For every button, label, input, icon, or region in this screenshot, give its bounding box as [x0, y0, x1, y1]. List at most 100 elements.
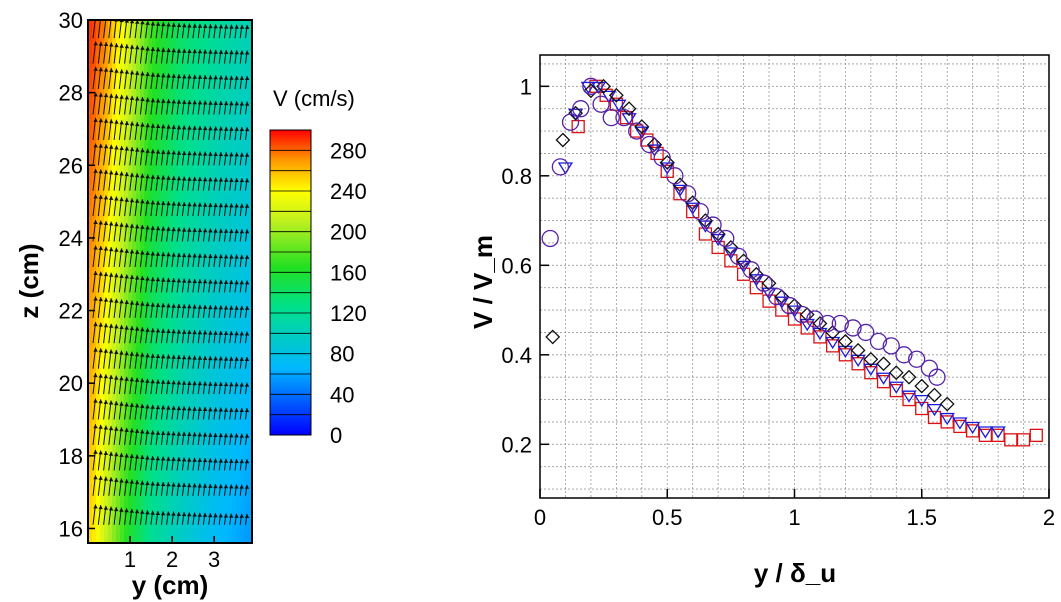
scatter-x-tick-label: 0.5 [652, 505, 683, 530]
heatmap-cell [120, 64, 125, 76]
heatmap-cell [188, 162, 193, 174]
heatmap-cell [132, 85, 137, 97]
contour-y-label: z (cm) [14, 243, 44, 318]
heatmap-cell [120, 183, 125, 195]
heatmap-cell [220, 423, 225, 435]
heatmap-cell [132, 499, 137, 511]
heatmap-cell [172, 85, 177, 97]
heatmap-cell [176, 162, 181, 174]
heatmap-cell [188, 532, 193, 544]
point-square [1030, 429, 1042, 441]
heatmap-cell [160, 140, 165, 152]
heatmap-cell [232, 85, 237, 97]
heatmap-cell [212, 216, 217, 228]
heatmap-cell [136, 489, 141, 501]
heatmap-cell [204, 85, 209, 97]
heatmap-cell [240, 64, 245, 76]
colorbar-title: V (cm/s) [273, 86, 355, 111]
heatmap-cell [136, 314, 141, 326]
heatmap-cell [236, 64, 241, 76]
heatmap-cell [148, 238, 153, 250]
heatmap-cell [244, 238, 249, 250]
heatmap-cell [244, 42, 249, 54]
heatmap-cell [228, 423, 233, 435]
heatmap-cell [184, 478, 189, 490]
heatmap-cell [224, 499, 229, 511]
heatmap-cell [120, 31, 125, 43]
heatmap-cell [156, 140, 161, 152]
heatmap-cell [200, 216, 205, 228]
heatmap-cell [220, 499, 225, 511]
heatmap-cell [228, 445, 233, 457]
heatmap-cell [184, 532, 189, 544]
heatmap-cell [116, 532, 121, 544]
heatmap-cell [192, 369, 197, 381]
heatmap-cell [132, 162, 137, 174]
heatmap-cell [96, 532, 101, 544]
scatter-x-tick-label: 2 [1043, 505, 1055, 530]
contour-x-tick-label: 2 [166, 547, 178, 572]
heatmap-cell [156, 369, 161, 381]
heatmap-cell [188, 140, 193, 152]
heatmap-cell [236, 521, 241, 533]
heatmap-cell [164, 64, 169, 76]
heatmap-cell [176, 467, 181, 479]
heatmap-cell [212, 64, 217, 76]
heatmap-cell [204, 390, 209, 402]
heatmap-cell [148, 140, 153, 152]
heatmap-cell [184, 216, 189, 228]
heatmap-cell [204, 31, 209, 43]
heatmap-cell [204, 412, 209, 424]
heatmap-cell [232, 42, 237, 54]
heatmap-cell [232, 467, 237, 479]
heatmap-cell [132, 238, 137, 250]
heatmap-cell [200, 64, 205, 76]
heatmap-cell [132, 390, 137, 402]
heatmap-cell [160, 532, 165, 544]
heatmap-cell [200, 140, 205, 152]
heatmap-cell [184, 401, 189, 413]
heatmap-cell [232, 292, 237, 304]
heatmap-cell [240, 216, 245, 228]
heatmap-cell [144, 369, 149, 381]
heatmap-cell [144, 445, 149, 457]
point-diamond [556, 134, 569, 147]
heatmap-cell [164, 499, 169, 511]
heatmap-cell [188, 216, 193, 228]
heatmap-cell [232, 314, 237, 326]
heatmap-cell [180, 369, 185, 381]
heatmap-cell [200, 369, 205, 381]
heatmap-cell [160, 445, 165, 457]
heatmap-cell [220, 412, 225, 424]
point-circle [692, 204, 708, 220]
heatmap-cell [216, 216, 221, 228]
heatmap-cell [232, 238, 237, 250]
heatmap-cell [216, 271, 221, 283]
colorbar-tick-label: 160 [330, 260, 367, 285]
heatmap-cell [172, 521, 177, 533]
heatmap-cell [220, 260, 225, 272]
heatmap-cell [220, 369, 225, 381]
heatmap-cell [132, 347, 137, 359]
heatmap-cell [244, 423, 249, 435]
scatter-panel: 0.20.40.60.810 0.5 1 1.5 2 V / V_m y / δ_u [468, 55, 1055, 588]
heatmap-cell [208, 216, 213, 228]
heatmap-cell [160, 499, 165, 511]
heatmap-cell [120, 521, 125, 533]
point-circle [552, 159, 568, 175]
heatmap-cell [236, 216, 241, 228]
heatmap-cell [196, 445, 201, 457]
heatmap-cell [148, 292, 153, 304]
contour-y-tick-label: 22 [59, 299, 83, 324]
heatmap-cell [200, 325, 205, 337]
heatmap-cell [244, 85, 249, 97]
heatmap-cell [244, 292, 249, 304]
heatmap-cell [216, 499, 221, 511]
heatmap-cell [148, 85, 153, 97]
heatmap-cell [104, 467, 109, 479]
heatmap-cell [168, 140, 173, 152]
heatmap-cell [208, 292, 213, 304]
heatmap-cell [156, 532, 161, 544]
heatmap-cell [204, 521, 209, 533]
heatmap-cell [188, 238, 193, 250]
